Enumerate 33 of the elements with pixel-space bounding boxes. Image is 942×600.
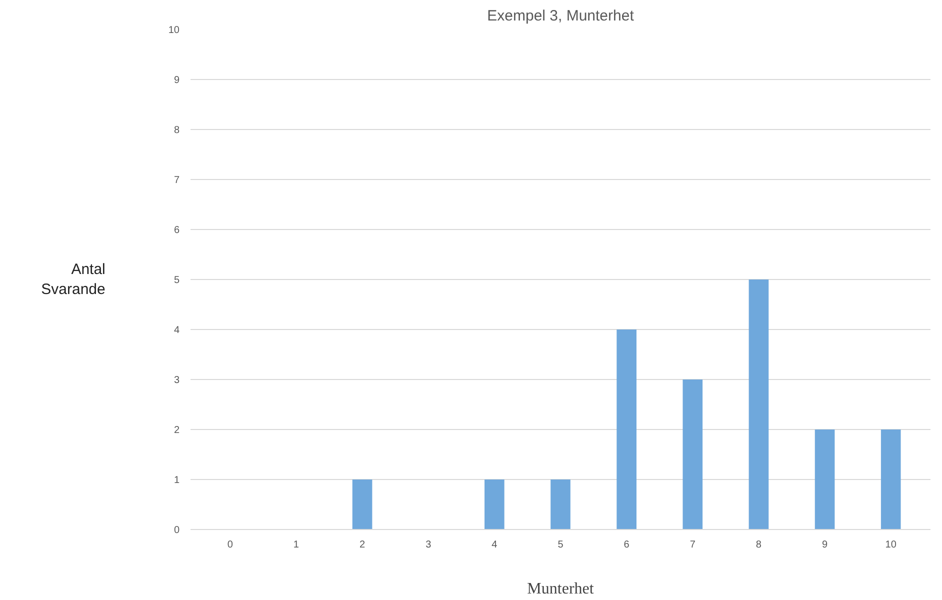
bar — [352, 480, 372, 530]
x-tick-label: 4 — [492, 540, 498, 550]
x-tick-label: 2 — [360, 540, 366, 550]
bar — [484, 480, 504, 530]
bar — [748, 280, 769, 530]
x-tick-label: 5 — [558, 540, 564, 550]
y-tick-label: 3 — [174, 375, 180, 386]
y-tick-label: 8 — [174, 125, 180, 136]
y-tick-label: 4 — [174, 325, 180, 336]
chart-title: Exempel 3, Munterhet — [487, 8, 635, 24]
y-tick-label: 10 — [168, 25, 180, 36]
y-axis-title: Antal Svarande — [41, 260, 106, 298]
x-tick-label: 10 — [885, 540, 897, 550]
bar — [880, 430, 901, 530]
x-axis-title: Munterhet — [527, 580, 594, 598]
y-tick-label: 0 — [174, 525, 180, 536]
x-tick-label: 7 — [690, 540, 696, 550]
y-tick-label: 5 — [174, 275, 180, 286]
x-tick-label: 0 — [227, 540, 234, 550]
bar — [814, 430, 835, 530]
x-tick-label: 6 — [624, 540, 630, 550]
y-tick-label: 6 — [174, 225, 180, 236]
x-tick-label: 1 — [293, 540, 300, 550]
x-tick-label: 9 — [822, 540, 828, 550]
y-tick-label: 9 — [174, 75, 180, 86]
y-tick-label: 2 — [174, 425, 180, 436]
y-tick-label: 7 — [174, 175, 180, 186]
bar — [616, 330, 636, 530]
y-tick-label: 1 — [174, 475, 180, 486]
x-tick-label: 3 — [426, 540, 432, 550]
bar — [682, 380, 703, 530]
bar — [550, 480, 570, 530]
x-tick-label: 8 — [756, 540, 762, 550]
